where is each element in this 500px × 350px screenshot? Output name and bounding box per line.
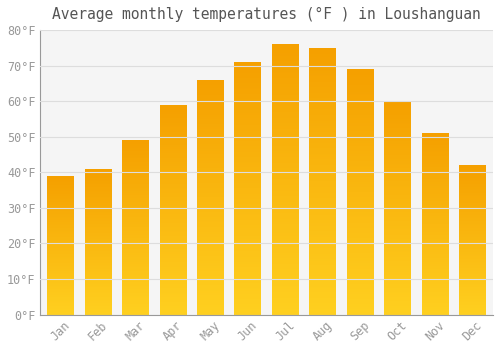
Title: Average monthly temperatures (°F ) in Loushanguan: Average monthly temperatures (°F ) in Lo… [52, 7, 480, 22]
